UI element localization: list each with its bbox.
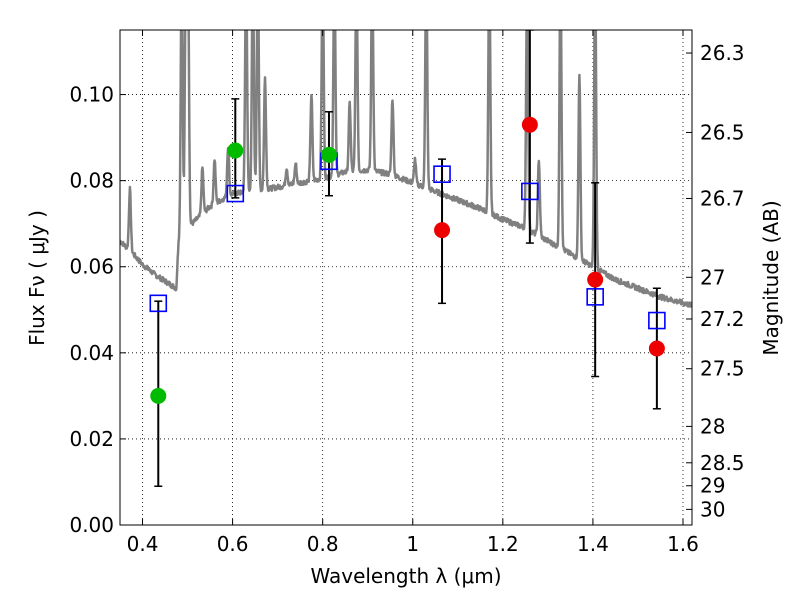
y-tick-label: 0.04 [69,341,114,365]
y-axis-label: Flux Fν ( μJy ) [25,210,49,346]
model-photometry [149,152,666,330]
y-tick-label: 0.02 [69,427,114,451]
observed-point [320,146,337,163]
model-point [149,294,168,313]
x-tick-label: 1 [406,532,419,556]
observed-photometry [150,116,665,404]
observed-point [521,116,538,133]
x-tick-label: 0.4 [127,532,159,556]
y-tick-label: 0.00 [69,513,114,537]
y2-axis-label: Magnitude (AB) [759,200,783,355]
observed-point [434,222,451,239]
y2-tick-label: 28.5 [700,451,745,475]
observed-point [648,340,665,357]
x-tick-label: 1.2 [487,532,519,556]
axes: 0.4 0.6 0.8 1 1.2 1.4 1.6 0.00 0.02 0.04 0.06 0.08 0… [69,30,745,556]
y2-tick-label: 27 [700,265,725,289]
x-tick-label: 0.8 [307,532,339,556]
x-axis-label: Wavelength λ (μm) [310,564,501,588]
observed-point [150,387,167,404]
model-point [226,184,245,203]
grid [120,30,692,526]
y2-tick-label: 26.7 [700,186,745,210]
y2-tick-label: 29 [700,474,725,498]
model-point [586,288,604,306]
y2-tick-label: 28 [700,414,725,438]
y2-tick-label: 27.5 [700,357,745,381]
y-tick-label: 0.08 [69,169,114,193]
y2-tick-label: 27.2 [700,307,745,331]
spectrum-line [120,30,692,308]
y2-tick-label: 30 [700,497,725,521]
y2-tick-label: 26.3 [700,41,745,65]
y2-tick-label: 26.5 [700,120,745,144]
model-point [648,311,666,330]
x-tick-label: 1.4 [577,532,609,556]
model-point [433,165,451,183]
y-tick-label: 0.06 [69,255,114,279]
model-point [521,182,539,201]
y-tick-label: 0.10 [69,83,114,107]
x-tick-label: 0.6 [217,532,249,556]
model-spectrum [120,30,692,308]
error-bars [154,30,661,488]
observed-point [227,142,244,159]
observed-point [587,271,604,288]
x-tick-label: 1.6 [667,532,699,556]
plot-frame [119,29,693,526]
